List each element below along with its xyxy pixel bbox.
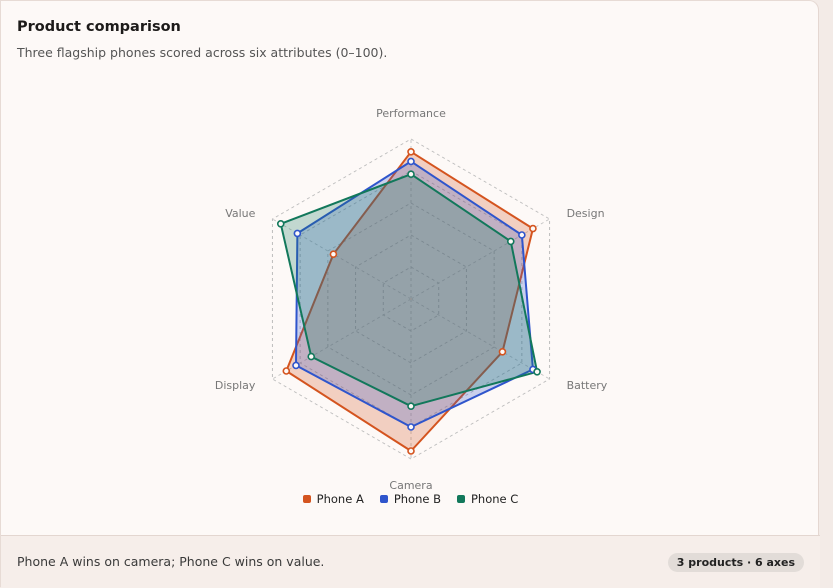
legend-swatch — [302, 495, 311, 503]
radar-chart: Performance Design Battery Camera Display Val… — [215, 107, 608, 492]
data-point-phone-c-value[interactable] — [276, 220, 285, 228]
data-point-phone-a-camera[interactable] — [407, 447, 415, 455]
legend-swatch — [379, 495, 388, 503]
chart-legend: Phone A Phone B Phone C — [1, 492, 820, 506]
chart-title: Product comparison — [17, 19, 181, 35]
data-point-phone-a-performance[interactable] — [407, 148, 415, 156]
axis-label-design: Design — [567, 207, 605, 220]
grid-ring-5 — [271, 138, 551, 460]
footer-badge: 3 products · 6 axes — [667, 553, 804, 572]
data-point-phone-a-battery[interactable] — [498, 347, 507, 356]
data-point-phone-c-display[interactable] — [307, 352, 316, 361]
axis-label-performance: Performance — [376, 107, 446, 120]
card-footer: Phone A wins on camera; Phone C wins on … — [1, 535, 820, 588]
data-point-phone-c-performance[interactable] — [407, 170, 415, 178]
data-point-phone-b-design[interactable] — [518, 231, 526, 239]
data-point-phone-c-camera[interactable] — [407, 402, 415, 411]
axis-spoke-design — [410, 218, 550, 300]
data-point-phone-b-performance[interactable] — [407, 157, 415, 166]
legend-item-phone-b[interactable]: Phone B — [379, 492, 441, 506]
data-point-phone-a-design[interactable] — [529, 224, 537, 233]
legend-label: Phone C — [471, 492, 519, 506]
data-point-phone-b-value[interactable] — [293, 229, 302, 238]
chart-center — [410, 298, 412, 300]
axis-label-value: Value — [225, 207, 255, 220]
axis-spoke-battery — [410, 298, 550, 380]
data-point-phone-a-display[interactable] — [282, 367, 291, 375]
legend-label: Phone A — [316, 492, 364, 506]
axis-label-battery: Battery — [567, 379, 608, 392]
footer-summary: Phone A wins on camera; Phone C wins on … — [17, 554, 325, 569]
data-point-phone-c-battery[interactable] — [533, 367, 541, 376]
chart-subtitle: Three flagship phones scored across six … — [17, 45, 388, 60]
grid-ring-2 — [355, 234, 467, 364]
legend-swatch — [457, 495, 465, 503]
legend-item-phone-c[interactable]: Phone C — [457, 492, 518, 506]
axis-label-display: Display — [215, 379, 256, 392]
legend-item-phone-a[interactable]: Phone A — [302, 492, 364, 506]
data-point-phone-b-camera[interactable] — [407, 423, 415, 431]
data-point-phone-c-design[interactable] — [506, 237, 515, 246]
data-point-phone-b-display[interactable] — [292, 361, 300, 370]
axis-label-camera: Camera — [389, 479, 432, 492]
data-point-phone-a-value[interactable] — [329, 250, 338, 258]
legend-label: Phone B — [393, 492, 441, 506]
